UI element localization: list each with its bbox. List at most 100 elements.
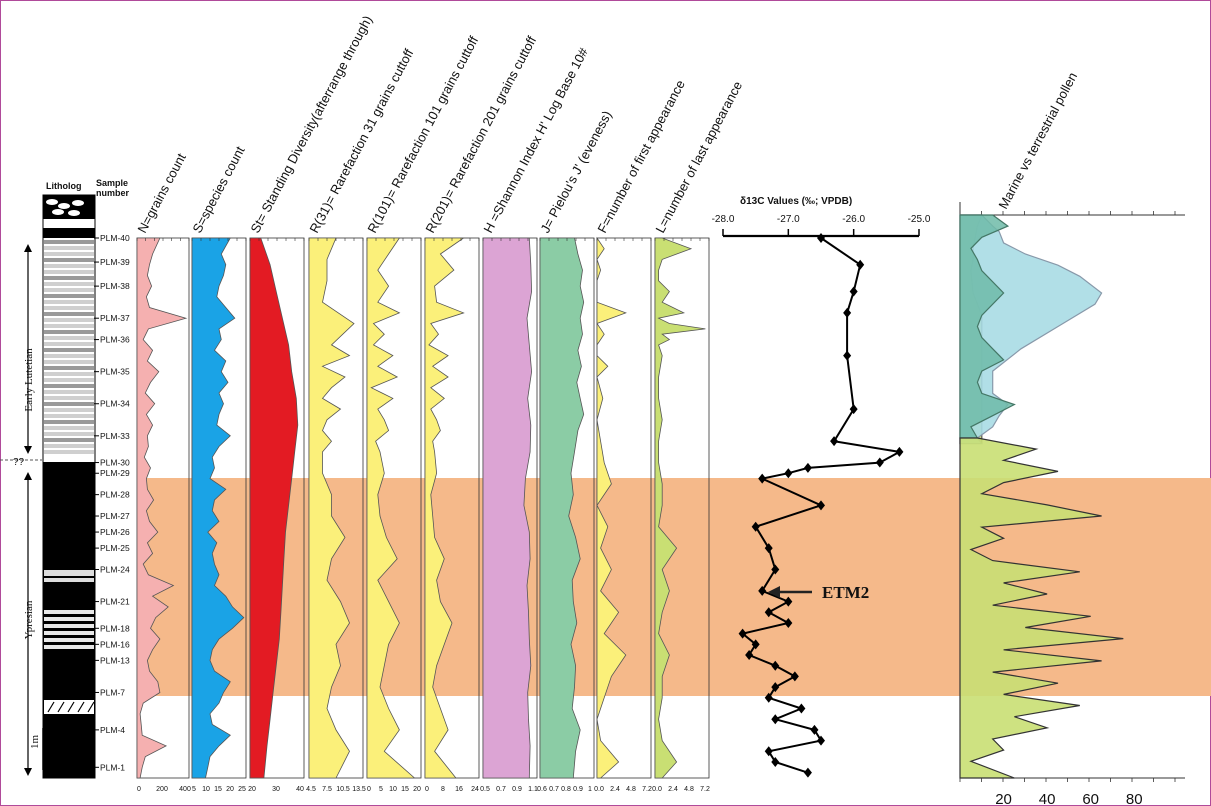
stage-boundary-label: ?? (13, 457, 25, 468)
d13c-point-24 (790, 671, 799, 682)
panel-ticklabel-9-3: 7.2 (700, 786, 710, 793)
panel-ticklabel-5-0: 0 (425, 786, 429, 793)
panel-ticklabel-3-3: 13.5 (352, 786, 366, 793)
lithology-column (0, 194, 96, 779)
sample-label-16: PLM-18 (100, 623, 130, 633)
pollen-ticklabel-3: 80 (1126, 791, 1143, 806)
stage-arrow-lutetian-head-down (24, 446, 32, 454)
sample-label-2: PLM-38 (100, 281, 130, 291)
d13c-point-5 (849, 404, 858, 415)
d13c-point-7 (895, 446, 904, 457)
d13c-axis-title: δ13C Values (‰; VPDB) (740, 196, 852, 207)
lithology-laminae-18 (44, 348, 94, 352)
lithology-laminae-6 (44, 276, 94, 280)
lithology-laminae-20 (44, 360, 94, 364)
panel-0: 0 200 400 N=grains count (134, 151, 191, 793)
panel-ticklabel-8-3: 7.2 (642, 786, 652, 793)
lithology-laminae-24 (44, 384, 94, 388)
sample-header: Sample (96, 178, 128, 188)
panel-ticklabel-1-2: 15 (214, 786, 222, 793)
panel-ticklabel-9-0: 0.0 (652, 786, 662, 793)
d13c-point-16 (758, 585, 767, 596)
d13c-point-28 (771, 714, 780, 725)
lithology-laminae-35 (44, 450, 94, 454)
panel-ticklabel-1-1: 10 (202, 786, 210, 793)
sample-label-17: PLM-16 (100, 639, 130, 649)
sample-label-8: PLM-30 (100, 458, 130, 468)
lithology-clast-1 (58, 203, 70, 209)
lithology-hatch-1 (57, 701, 65, 713)
lithology-laminae-4 (44, 264, 94, 268)
d13c-point-3 (843, 307, 852, 318)
panel-ticklabel-7-3: 0.9 (573, 786, 583, 793)
panel-ticklabel-6-0: 0.5 (480, 786, 490, 793)
lithology-clast-4 (68, 210, 80, 216)
panel-ticklabel-4-3: 15 (401, 786, 409, 793)
d13c-axis-ticklabel-3: -25.0 (908, 214, 931, 225)
d13c-point-18 (764, 607, 773, 618)
sample-label-9: PLM-29 (100, 468, 130, 478)
pollen-ticklabel-1: 40 (1039, 791, 1056, 806)
panel-title-1: S=species count (189, 143, 247, 235)
d13c-point-32 (771, 756, 780, 767)
d13c-axis-ticklabel-2: -26.0 (842, 214, 865, 225)
pollen-panel: 20 40 60 80 Marine vs terrestrial pollen (959, 70, 1185, 806)
panel-ticklabel-2-1: 30 (272, 786, 280, 793)
lithology-laminae-15 (44, 330, 94, 334)
d13c-point-22 (745, 650, 754, 661)
d13c-point-12 (817, 500, 825, 511)
panel-ticklabel-7-0: 0.6 (537, 786, 547, 793)
d13c-point-13 (751, 521, 760, 532)
lithology-laminae-1 (44, 246, 94, 250)
pollen-area-2 (959, 214, 1016, 439)
sample-label-13: PLM-25 (100, 543, 130, 553)
lithology-laminae-34 (44, 444, 94, 448)
sample-label-6: PLM-34 (100, 399, 130, 409)
stage-label-ypresian: Ypresian (23, 600, 35, 639)
d13c-point-15 (771, 564, 780, 575)
panel-ticklabel-3-2: 10.5 (336, 786, 350, 793)
lithology-laminae-14 (44, 324, 94, 328)
lithology-laminae-7 (44, 282, 94, 286)
d13c-point-17 (784, 596, 793, 607)
panel-area-0 (136, 237, 188, 779)
panel-ticklabel-0-1: 200 (156, 786, 168, 793)
d13c-point-25 (771, 682, 780, 693)
panel-ticklabel-6-3: 1.1 (528, 786, 538, 793)
lithology-laminae-30 (44, 420, 94, 424)
panel-ticklabel-7-4: 1 (588, 786, 592, 793)
panel-ticklabel-1-0: 5 (192, 786, 196, 793)
d13c-point-4 (843, 350, 852, 361)
lithology-hatch-2 (67, 701, 75, 713)
lithology-white-bed-8 (44, 645, 94, 649)
lithology-laminae-19 (44, 354, 94, 358)
sample-label-7: PLM-33 (100, 431, 130, 441)
lithology-laminae-11 (44, 306, 94, 310)
panel-ticklabel-8-2: 4.8 (626, 786, 636, 793)
panel-ticklabel-3-0: 4.5 (306, 786, 316, 793)
panel-ticklabel-0-2: 400 (179, 786, 191, 793)
d13c-axis-ticklabel-0: -28.0 (712, 214, 735, 225)
lithology-laminae-13 (44, 318, 94, 322)
sample-label-19: PLM-7 (100, 687, 125, 697)
stage-arrow-lutetian-head-up (24, 244, 32, 252)
sample-labels: PLM-40 PLM-39 PLM-38 PLM-37 PLM-36 PLM-35 PLM-… (94, 233, 130, 772)
panel-ticklabel-8-1: 2.4 (610, 786, 620, 793)
etm2-arrow (768, 586, 812, 598)
d13c-point-27 (797, 703, 806, 714)
panel-ticklabel-9-2: 4.8 (684, 786, 694, 793)
lithology-laminae-26 (44, 396, 94, 400)
d13c-point-14 (764, 543, 773, 554)
sample-label-14: PLM-24 (100, 564, 130, 574)
etm2-label: ETM2 (822, 583, 869, 602)
panel-ticklabel-2-0: 20 (248, 786, 256, 793)
lithology-laminae-0 (44, 240, 94, 244)
lithology-clast-0 (46, 199, 58, 205)
panel-area-2 (249, 237, 299, 779)
d13c-point-20 (738, 628, 747, 639)
lithology-laminae-12 (44, 312, 94, 316)
d13c-point-23 (771, 660, 780, 671)
d13c-point-11 (758, 473, 767, 484)
d13c-point-31 (764, 746, 773, 757)
